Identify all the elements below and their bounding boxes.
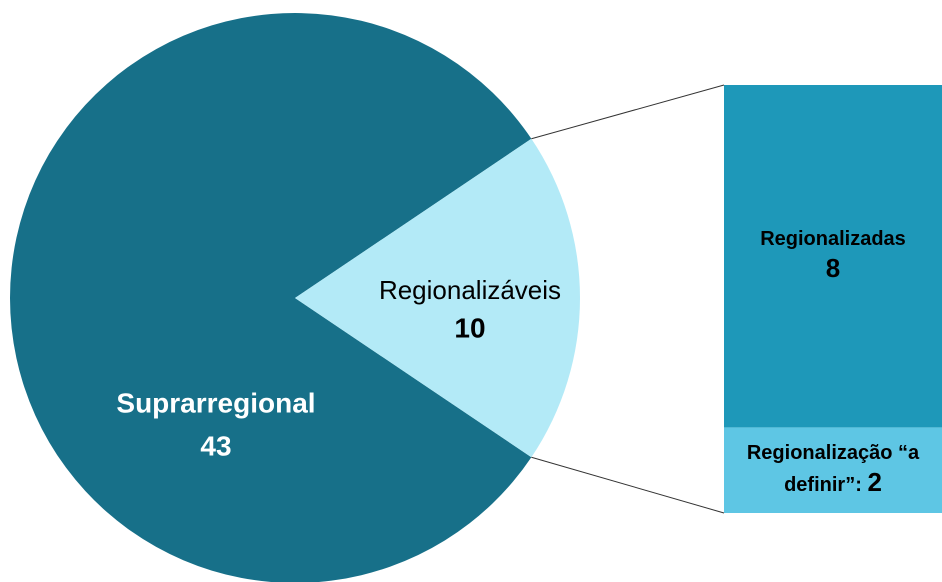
slice-value: 10 — [454, 312, 485, 343]
segment-label: Regionalização “a definir”: 2 — [724, 441, 942, 499]
pie-slice — [295, 138, 580, 458]
connector — [531, 84, 725, 140]
connector — [531, 456, 725, 514]
bar-segment — [724, 85, 942, 428]
slice-label: Suprarregional — [116, 387, 315, 418]
bar-segment — [724, 427, 942, 513]
segment-name: Regionalização “a definir”: — [746, 442, 920, 497]
slice-label: Regionalizáveis — [379, 275, 561, 305]
segment-name: Regionalizadas — [760, 228, 906, 251]
slice-value: 43 — [200, 430, 231, 461]
segment-label: Regionalizadas 8 — [724, 227, 942, 285]
segment-value: 8 — [825, 253, 841, 284]
pie-slice — [10, 13, 532, 582]
segment-value: 2 — [867, 467, 882, 498]
